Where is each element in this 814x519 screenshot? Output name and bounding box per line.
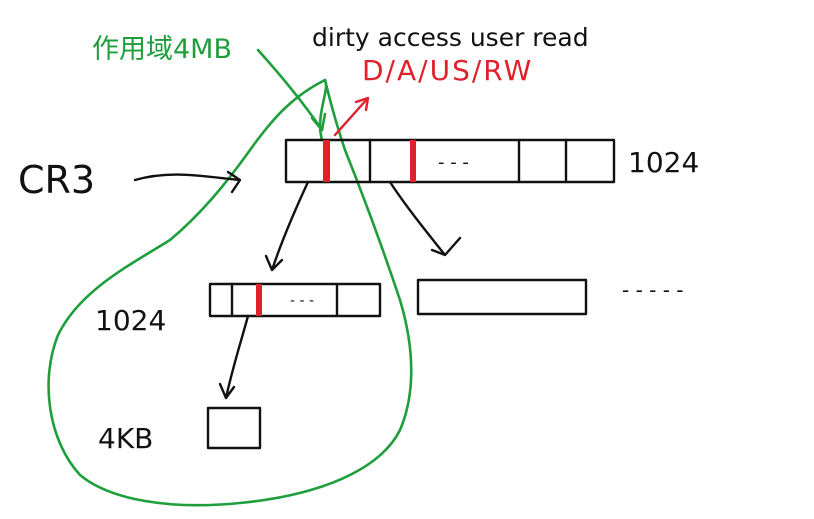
page-directory: - - -	[284, 138, 616, 184]
pt-ellipsis: - - -	[290, 293, 314, 309]
pd-ellipsis: - - -	[438, 152, 469, 173]
top-count: 1024	[628, 146, 699, 179]
page-directory-box	[284, 138, 616, 184]
flag-arrow	[333, 96, 370, 137]
flag-words: dirty access user read	[312, 23, 589, 52]
pd-highlight-entry	[410, 140, 416, 182]
flag-bits: D/A/US/RW	[362, 54, 533, 87]
page-frame	[206, 406, 262, 450]
pd-to-pt2-arrow	[388, 180, 462, 257]
cr3-arrow	[133, 170, 242, 194]
page-table-box	[208, 282, 382, 318]
cr3-label: CR3	[18, 158, 95, 202]
pt-to-page-arrow	[218, 314, 250, 400]
pd-to-pt-arrow	[264, 180, 310, 272]
pt-highlight-entry	[256, 284, 262, 316]
second-count: 1024	[95, 304, 166, 337]
scope-loop	[47, 78, 413, 507]
scope-note: 作用域4MB	[92, 34, 232, 65]
pd-highlight-entry	[323, 140, 330, 182]
page-size-label: 4KB	[98, 422, 153, 455]
page-table: - - -	[208, 282, 382, 318]
trailing-dashes: - - - - -	[622, 278, 684, 302]
page-table-2-box	[416, 278, 588, 316]
scope-note-arrow	[256, 48, 327, 132]
page-table-2	[416, 278, 588, 316]
page-frame-box	[206, 406, 262, 450]
